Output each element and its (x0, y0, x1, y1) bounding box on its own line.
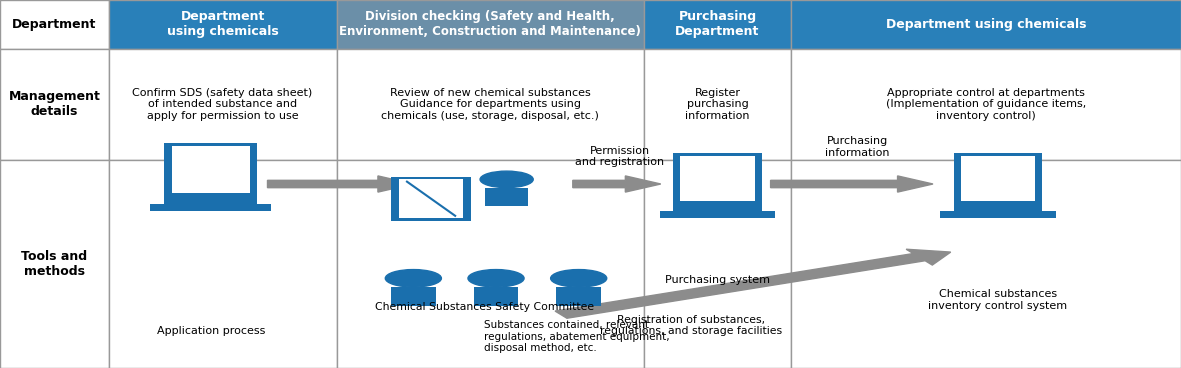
Bar (644, 49, 791, 160)
Bar (673, 153, 762, 203)
Text: Tools and
methods: Tools and methods (21, 250, 87, 278)
Text: Registration of substances,
regulations, and storage facilities: Registration of substances, regulations,… (600, 315, 782, 336)
Text: Confirm SDS (safety data sheet)
of intended substance and
apply for permission t: Confirm SDS (safety data sheet) of inten… (132, 88, 313, 121)
Text: Substances contained, relevant
regulations, abatement equipment,
disposal method: Substances contained, relevant regulatio… (484, 320, 670, 353)
Text: Management
details: Management details (8, 90, 100, 118)
Text: Application process: Application process (157, 326, 265, 336)
Text: Purchasing
Department: Purchasing Department (676, 10, 759, 38)
Bar (954, 203, 1043, 211)
Text: Division checking (Safety and Health,
Environment, Construction and Maintenance): Division checking (Safety and Health, En… (339, 10, 641, 38)
Bar (109, 49, 337, 160)
Bar (961, 156, 1035, 201)
Bar (337, 0, 644, 49)
Bar (0, 160, 109, 368)
Bar (644, 0, 791, 49)
Circle shape (385, 269, 442, 287)
Text: Department using chemicals: Department using chemicals (886, 18, 1087, 31)
Bar (164, 196, 257, 204)
FancyArrow shape (573, 176, 661, 192)
Bar (791, 0, 1181, 49)
FancyArrow shape (267, 176, 413, 192)
Bar (954, 153, 1043, 203)
Bar (556, 287, 601, 306)
Text: Permission
and registration: Permission and registration (575, 146, 665, 167)
Bar (644, 160, 791, 368)
Text: Department: Department (12, 18, 97, 31)
Bar (791, 160, 1181, 368)
Bar (171, 146, 250, 193)
FancyArrow shape (771, 176, 933, 192)
Text: Purchasing system: Purchasing system (665, 275, 770, 285)
Bar (109, 0, 337, 49)
Bar (673, 203, 762, 211)
Bar (940, 211, 1056, 218)
Circle shape (550, 269, 607, 287)
Bar (391, 287, 436, 306)
Bar (399, 179, 463, 218)
Text: Chemical substances
inventory control system: Chemical substances inventory control sy… (928, 289, 1068, 311)
Bar (474, 287, 518, 306)
Circle shape (468, 269, 524, 287)
Text: Appropriate control at departments
(Implementation of guidance items,
inventory : Appropriate control at departments (Impl… (886, 88, 1087, 121)
Bar (0, 49, 109, 160)
Bar (660, 211, 775, 218)
Circle shape (479, 171, 534, 188)
Bar (337, 49, 644, 160)
Bar (791, 49, 1181, 160)
Text: Department
using chemicals: Department using chemicals (167, 10, 279, 38)
FancyArrow shape (555, 249, 951, 318)
Bar (337, 160, 644, 368)
Text: Register
purchasing
information: Register purchasing information (685, 88, 750, 121)
Text: Chemical Substances Safety Committee: Chemical Substances Safety Committee (374, 302, 594, 312)
Text: Purchasing
information: Purchasing information (826, 137, 890, 158)
Bar (680, 156, 755, 201)
Bar (109, 160, 337, 368)
Bar (485, 188, 528, 206)
Bar (391, 177, 471, 221)
Bar (150, 204, 272, 211)
Text: Review of new chemical substances
Guidance for departments using
chemicals (use,: Review of new chemical substances Guidan… (381, 88, 599, 121)
Bar (0, 0, 109, 49)
Bar (164, 144, 257, 196)
